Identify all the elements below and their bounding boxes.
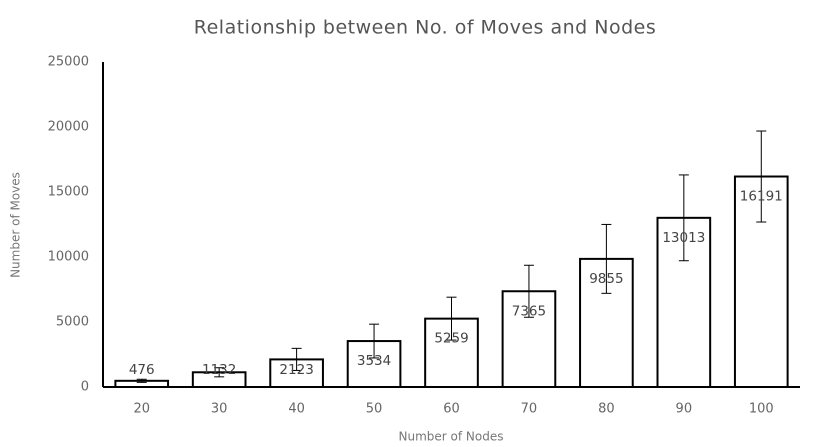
data-label: 16191 (740, 189, 783, 205)
x-tick-label: 70 (521, 402, 538, 417)
y-tick-label: 20000 (48, 120, 89, 135)
y-tick-label: 0 (81, 380, 89, 395)
data-label: 476 (129, 362, 155, 378)
chart-title: Relationship between No. of Moves and No… (194, 17, 656, 39)
x-tick-label: 30 (211, 402, 228, 417)
y-axis-title: Number of Moves (9, 172, 23, 278)
x-tick-label: 40 (288, 402, 305, 417)
x-axis-title: Number of Nodes (399, 430, 504, 444)
y-tick-label: 15000 (48, 185, 89, 200)
data-label: 2123 (279, 362, 313, 378)
x-tick-label: 80 (598, 402, 615, 417)
x-tick-label: 20 (133, 402, 150, 417)
x-tick-label: 100 (749, 402, 774, 417)
data-label: 3534 (357, 353, 391, 369)
x-tick-label: 60 (443, 402, 460, 417)
data-label: 7365 (512, 303, 546, 319)
x-tick-label: 90 (676, 402, 693, 417)
data-label: 1132 (202, 362, 236, 378)
data-label: 13013 (662, 230, 705, 246)
y-tick-label: 10000 (48, 250, 89, 265)
y-tick-label: 25000 (48, 55, 89, 70)
y-tick-label: 5000 (56, 315, 89, 330)
data-label: 9855 (589, 271, 623, 287)
x-tick-label: 50 (366, 402, 383, 417)
data-label: 5259 (434, 331, 468, 347)
